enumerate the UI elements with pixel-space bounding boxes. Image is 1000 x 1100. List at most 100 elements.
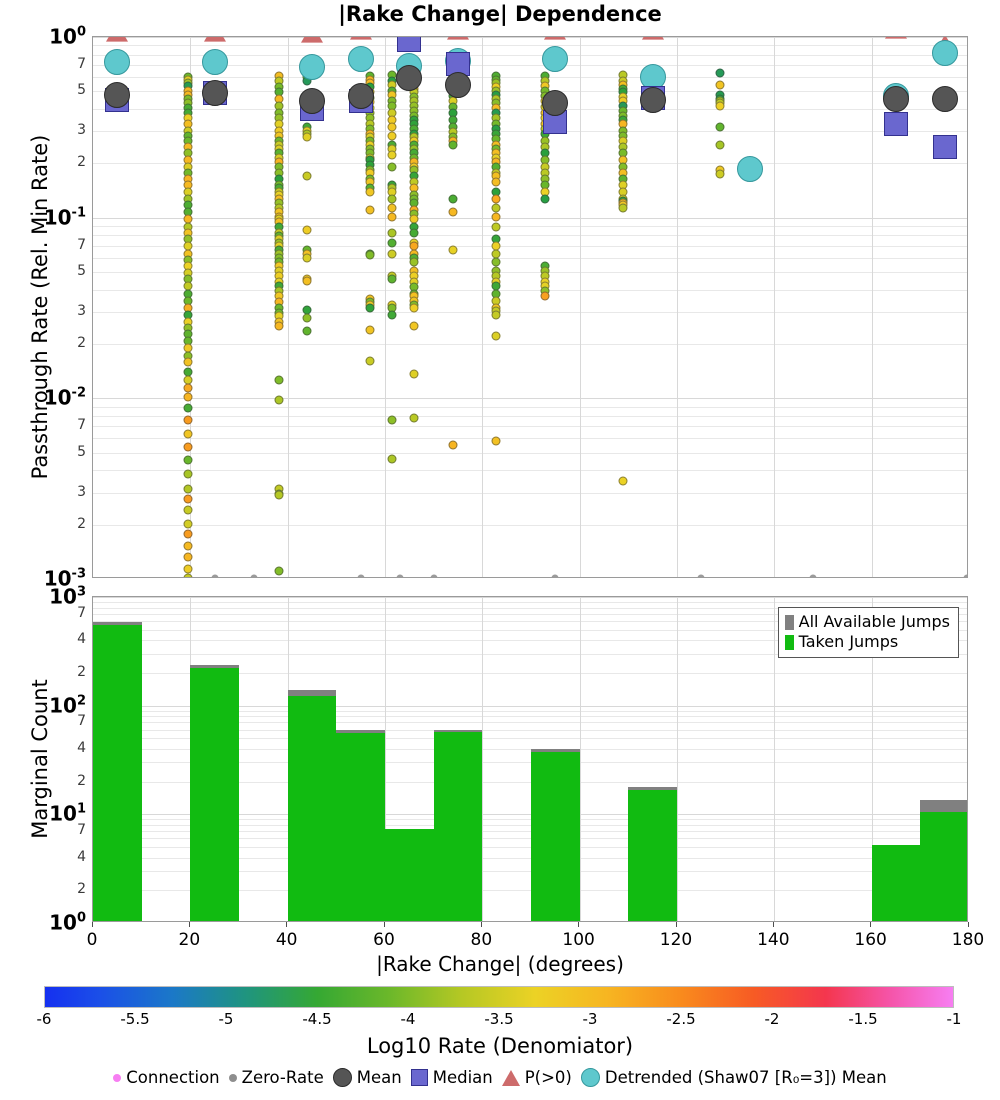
connection-point [409, 303, 419, 313]
detrended-mean-point [931, 39, 958, 66]
grid-line [93, 607, 967, 609]
x-tick-label: 20 [178, 930, 201, 950]
y-tick-label: 10-1 [43, 204, 86, 229]
grid-line [93, 131, 967, 133]
mean-point [542, 90, 569, 117]
grid-line [93, 722, 967, 724]
bar-taken-jumps[interactable] [385, 829, 434, 921]
grid-line [93, 762, 967, 764]
connection-point [365, 187, 375, 197]
zero-rate-point [430, 574, 438, 577]
zero-rate-point [551, 574, 559, 577]
grid-line [93, 814, 967, 816]
legend-label-connection-marker: Connection [126, 1068, 220, 1087]
p-gt-zero-point [641, 37, 664, 40]
grid-line [93, 710, 967, 712]
grid-line [677, 597, 678, 921]
grid-line [93, 838, 967, 840]
zero-rate-point [809, 574, 817, 577]
connection-point [387, 454, 397, 464]
y-tick-label: 103 [49, 584, 86, 609]
grid-line [385, 37, 386, 577]
y-tick-label: 101 [49, 801, 86, 826]
colorbar-container: -6 -5.5 -5 -4.5 -4 -3.5 -3 -2.5 -2 -1.5 -1 [37, 986, 961, 1030]
zero-rate-point [211, 574, 219, 577]
detrended-icon [580, 1068, 600, 1087]
bar-taken-jumps[interactable] [531, 751, 580, 921]
grid-line [482, 37, 484, 577]
y-tick-label: 10-2 [43, 385, 86, 410]
colorbar-tick-label: -3.5 [484, 1010, 514, 1028]
p-gt-zero-icon [501, 1069, 520, 1086]
grid-line [93, 312, 967, 314]
connection-point [183, 357, 193, 367]
grid-line [93, 452, 967, 454]
grid-line [287, 37, 289, 577]
x-tick-mark [480, 922, 482, 927]
grid-line [93, 217, 967, 219]
zero-rate-point [963, 574, 967, 577]
grid-line [93, 37, 967, 38]
connection-point [183, 383, 193, 393]
grid-line [93, 729, 967, 731]
detrended-mean-point [201, 48, 228, 75]
connection-point [183, 415, 193, 425]
p-gt-zero-point [447, 37, 469, 40]
grid-line [93, 738, 967, 740]
connection-point [365, 303, 375, 313]
y-tick-label-minor: 3 [77, 483, 86, 500]
grid-line [93, 824, 967, 826]
bar-taken-jumps[interactable] [628, 790, 677, 921]
connection-point [183, 484, 193, 494]
mean-point [883, 85, 909, 112]
x-tick-mark [188, 922, 190, 927]
grid-line [482, 597, 484, 921]
x-tick-label: 40 [275, 930, 298, 950]
connection-point [274, 566, 284, 576]
connection-point [274, 490, 284, 500]
connection-point [183, 519, 193, 529]
grid-line [93, 406, 967, 408]
grid-line [93, 524, 967, 526]
mean-point [931, 85, 958, 112]
x-tick-mark [383, 922, 385, 927]
bar-taken-jumps[interactable] [336, 732, 385, 921]
y-tick-label-minor: 2 [77, 515, 86, 532]
x-tick-mark [967, 922, 969, 927]
connection-point [409, 369, 419, 379]
grid-line [93, 640, 967, 642]
bar-taken-jumps[interactable] [433, 731, 483, 921]
connection-point [618, 203, 628, 213]
connection-point [715, 101, 725, 111]
scatter-plot-panel[interactable] [92, 36, 968, 578]
connection-point [387, 162, 397, 172]
connection-point [618, 476, 628, 486]
grid-line [93, 621, 967, 623]
bar-taken-jumps[interactable] [871, 845, 921, 921]
grid-line [93, 64, 967, 66]
grid-line [385, 597, 386, 921]
x-tick-mark [91, 922, 93, 927]
grid-line [93, 748, 967, 750]
bar-taken-jumps[interactable] [190, 667, 239, 921]
detrended-mean-point [104, 48, 131, 75]
connection-point [387, 310, 397, 320]
detrended-mean-point [737, 156, 763, 183]
connection-point [387, 228, 397, 238]
y-tick-label-minor: 5 [77, 263, 86, 280]
connection-point [183, 455, 193, 465]
colorbar-gradient[interactable] [44, 986, 954, 1008]
page-title: |Rake Change| Dependence [338, 2, 662, 26]
bar-taken-jumps[interactable] [93, 624, 142, 921]
connection-point [183, 494, 193, 504]
grid-line [774, 37, 776, 577]
connection-point [387, 203, 397, 213]
connection-point [274, 395, 284, 405]
bar-taken-jumps[interactable] [287, 695, 337, 921]
p-gt-zero-point [106, 37, 129, 42]
histogram-panel[interactable]: All Available Jumps Taken Jumps [92, 596, 968, 922]
grid-line [93, 613, 967, 615]
colorbar-tick-label: -1.5 [848, 1010, 878, 1028]
bar-taken-jumps[interactable] [920, 812, 967, 921]
